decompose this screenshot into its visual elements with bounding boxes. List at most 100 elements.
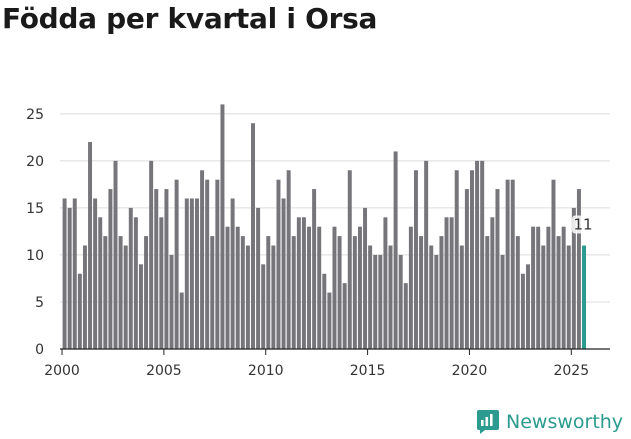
x-tick-label: 2015 [350, 363, 386, 379]
bar [576, 189, 581, 349]
bar [536, 226, 541, 349]
bar [164, 189, 169, 349]
bar [118, 236, 123, 349]
bar [526, 264, 530, 349]
x-tick-label: 2010 [248, 363, 284, 379]
y-tick-label: 20 [26, 154, 44, 170]
bar [505, 179, 510, 349]
bar [352, 236, 357, 349]
bar [388, 245, 393, 349]
bar [413, 170, 418, 349]
bar [398, 254, 403, 349]
bar [93, 198, 98, 349]
bar [133, 217, 138, 349]
bar [383, 217, 388, 349]
bar [500, 254, 505, 349]
bar [251, 123, 255, 349]
x-tick-label: 2000 [44, 363, 80, 379]
bar [403, 283, 408, 349]
x-tick-label: 2025 [553, 363, 589, 379]
bar [159, 217, 164, 349]
bar [240, 236, 245, 349]
bar [378, 254, 383, 349]
bar [449, 217, 454, 349]
brand-logo: Newsworthy [476, 409, 623, 435]
newsworthy-logo-icon [477, 410, 499, 434]
bar [184, 198, 189, 349]
y-tick-label: 15 [26, 201, 44, 217]
bar [566, 245, 571, 349]
bar [72, 198, 77, 349]
bar [88, 142, 93, 349]
bar [261, 264, 266, 349]
chart-title: Födda per kvartal i Orsa [2, 2, 378, 35]
bar [225, 226, 230, 349]
bar-latest [582, 245, 587, 349]
bar [322, 273, 327, 349]
bar [271, 245, 276, 349]
bar [174, 179, 179, 349]
bar [347, 170, 352, 349]
bar [77, 273, 82, 349]
bar [286, 170, 291, 349]
bar [113, 160, 118, 349]
bar [200, 170, 205, 349]
bar [103, 236, 108, 349]
bar [123, 245, 128, 349]
bar [561, 226, 566, 349]
bar [439, 236, 444, 349]
bar [149, 160, 154, 349]
bar [169, 254, 174, 349]
bar [144, 236, 149, 349]
bar [556, 236, 561, 349]
bar [128, 207, 133, 349]
bar [429, 245, 434, 349]
bar [281, 198, 286, 349]
bar [276, 179, 281, 349]
bar [368, 245, 373, 349]
bar [541, 245, 546, 349]
bar [419, 236, 424, 349]
bars [62, 104, 587, 349]
bar [67, 207, 72, 349]
bar [520, 273, 525, 349]
bar [470, 170, 474, 349]
bar [357, 226, 362, 349]
bar [230, 198, 235, 349]
bar [342, 283, 347, 349]
bar [62, 198, 67, 349]
x-tick-label: 2005 [146, 363, 182, 379]
bar [245, 245, 250, 349]
bar [485, 236, 490, 349]
bar [138, 264, 143, 349]
bar [531, 226, 536, 349]
data-label-latest-value: 11 [573, 216, 592, 234]
bar [189, 198, 194, 349]
bar [317, 226, 322, 349]
bar [256, 207, 261, 349]
bar [490, 217, 495, 349]
bar [307, 226, 312, 349]
bar [332, 226, 337, 349]
bar [546, 226, 551, 349]
bar [235, 226, 240, 349]
y-tick-label: 0 [35, 342, 44, 358]
bar [408, 226, 413, 349]
y-tick-label: 10 [26, 248, 44, 264]
bar [179, 292, 184, 349]
bar [480, 160, 485, 349]
bar [327, 292, 332, 349]
bar [459, 245, 464, 349]
bar [571, 207, 576, 349]
bar [296, 217, 301, 349]
bar [363, 207, 368, 349]
bar [337, 236, 342, 349]
bar [301, 217, 306, 349]
bar [393, 151, 398, 349]
bar [154, 189, 159, 349]
bar [475, 160, 480, 349]
bar [98, 217, 103, 349]
bar [373, 254, 378, 349]
bar [108, 189, 113, 349]
